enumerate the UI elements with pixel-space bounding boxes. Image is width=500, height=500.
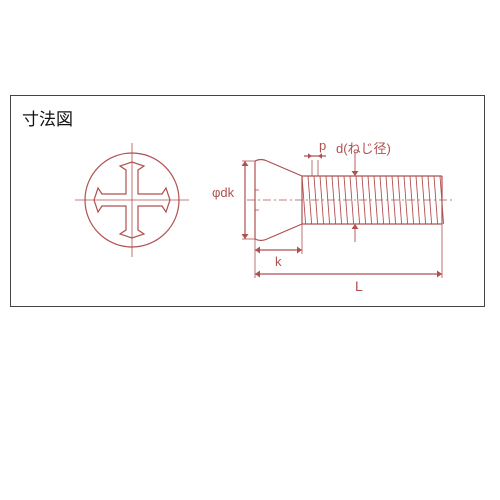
diagram-canvas: 寸法図 φdk p d(ねじ径) k L: [0, 0, 500, 500]
diagram-svg: [0, 0, 500, 500]
label-d: d(ねじ径): [336, 138, 391, 157]
label-p: p: [319, 138, 326, 153]
label-k: k: [275, 254, 282, 269]
label-phi-dk: φdk: [212, 185, 234, 200]
label-L: L: [355, 278, 363, 294]
